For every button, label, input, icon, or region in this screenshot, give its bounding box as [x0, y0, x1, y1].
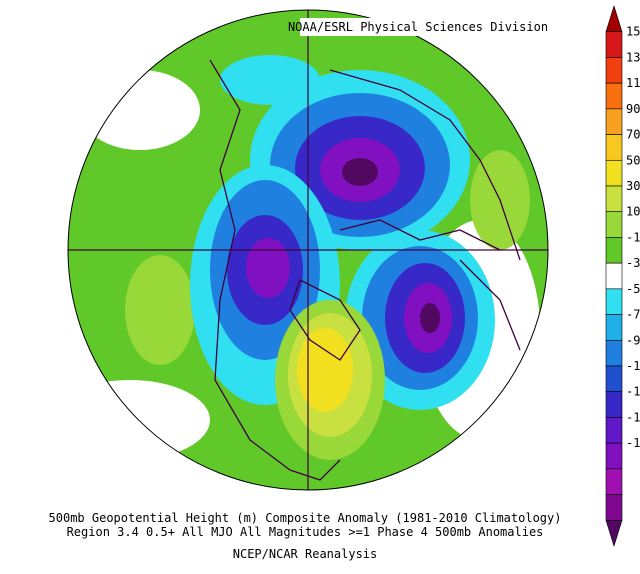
- colorbar-label: -30: [626, 256, 640, 270]
- colorbar-label: 50: [626, 153, 640, 167]
- caption-line: Region 3.4 0.5+ All MJO All Magnitudes >…: [67, 525, 544, 539]
- colorbar-label: -90: [626, 333, 640, 347]
- colorbar-label: -150: [626, 410, 640, 424]
- colorbar-band: [605, 391, 623, 418]
- colorbar-band: [605, 108, 623, 135]
- colorbar-band: [605, 365, 623, 393]
- colorbar-label: 110: [626, 76, 640, 90]
- colorbar-label: 30: [626, 179, 640, 193]
- map-border: [67, 9, 549, 491]
- colorbar-band: [605, 314, 623, 341]
- colorbar-label: 10: [626, 205, 640, 219]
- colorbar-band: [605, 82, 623, 110]
- title: NOAA/ESRL Physical Sciences Division: [288, 20, 548, 34]
- colorbar-band: [605, 494, 623, 521]
- colorbar: 150 130 110 90 70 50 30 10 -10 -30 -50 -70 -90 -110 -1…: [605, 4, 640, 548]
- colorbar-band: [605, 159, 623, 187]
- coastlines: [209, 59, 521, 481]
- colorbar-end: [605, 4, 623, 33]
- colorbar-label: 150: [626, 25, 640, 39]
- title-background: [300, 18, 536, 36]
- caption-line: 500mb Geopotential Height (m) Composite …: [49, 511, 562, 525]
- colorbar-label: -10: [626, 230, 640, 244]
- colorbar-label: 90: [626, 102, 640, 116]
- colorbar-band: [605, 417, 623, 444]
- colorbar-band: [605, 211, 623, 238]
- colorbar-band: [605, 57, 623, 84]
- colorbar-band: [605, 31, 623, 58]
- colorbar-label: 70: [626, 128, 640, 142]
- colorbar-band: [605, 468, 623, 495]
- colorbar-label: -170: [626, 436, 640, 450]
- colorbar-band: [605, 442, 623, 470]
- colorbar-label: -70: [626, 308, 640, 322]
- colorbar-label: 130: [626, 50, 640, 64]
- caption-line: NCEP/NCAR Reanalysis: [233, 547, 378, 561]
- colorbar-band: [605, 339, 623, 367]
- colorbar-band: [605, 288, 623, 315]
- colorbar-label: -110: [626, 359, 640, 373]
- colorbar-band: [605, 185, 623, 213]
- colorbar-band: [605, 237, 623, 264]
- colorbar-label: -130: [626, 385, 640, 399]
- colorbar-band: [605, 134, 623, 161]
- colorbar-band: [605, 262, 623, 290]
- colorbar-end: [605, 519, 623, 548]
- colorbar-label: -50: [626, 282, 640, 296]
